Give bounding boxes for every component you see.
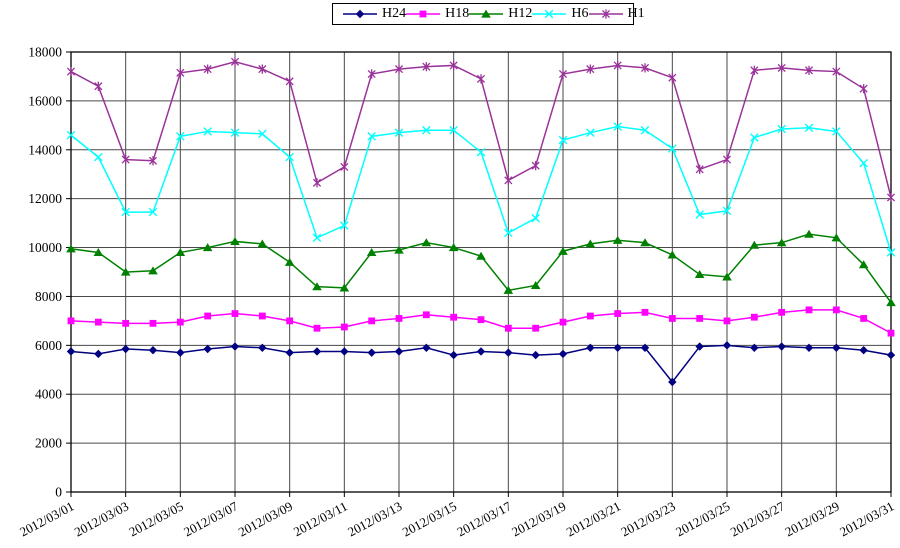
x-tick-label: 2012/03/27 [728,498,788,539]
y-tick-label: 4000 [35,387,62,402]
legend-label: H18 [445,6,470,21]
x-tick-label: 2012/03/17 [454,498,514,539]
legend-item-h24: H24 [343,7,406,21]
legend-label: H1 [627,6,645,21]
x-tick-label: 2012/03/31 [837,498,896,539]
legend-item-h18: H18 [406,7,469,21]
x-tick-label: 2012/03/09 [236,498,295,539]
x-tick-label: 2012/03/19 [509,498,568,539]
series-H24 [66,341,896,387]
series-H18 [67,306,895,337]
x-tick-label: 2012/03/29 [782,498,841,539]
series-H12 [66,229,896,307]
y-tick-label: 6000 [35,338,62,353]
legend-label: H6 [571,6,589,21]
y-tick-label: 14000 [28,142,62,157]
y-tick-label: 18000 [28,45,62,60]
y-tick-label: 10000 [28,240,62,255]
x-tick-label: 2012/03/25 [673,498,732,539]
x-tick-label: 2012/03/01 [17,498,76,539]
x-tick-label: 2012/03/13 [345,498,404,539]
legend-item-h1: H1 [588,6,645,21]
legend-marker-h12-icon [469,9,504,18]
x-tick-label: 2012/03/23 [618,498,677,539]
x-tick-label: 2012/03/07 [181,498,241,539]
y-tick-label: 16000 [28,93,62,108]
y-axis: 0 2000 4000 6000 8000 10000 12000 14000 16000 180… [28,45,71,500]
chart-legend: H24 H18 H12 H6 H1 [332,3,645,25]
y-tick-label: 8000 [35,289,62,304]
series-H1 [66,57,896,203]
y-tick-label: 0 [55,485,62,500]
x-tick-label: 2012/03/03 [72,498,131,539]
y-tick-label: 2000 [35,436,62,451]
legend-marker-h18-icon [406,10,441,18]
series-H6 [66,122,896,257]
legend-label: H12 [508,6,533,21]
legend-label: H24 [382,6,407,21]
x-tick-label: 2012/03/05 [126,498,185,539]
x-tick-label: 2012/03/21 [564,498,623,539]
gridlines [71,52,891,492]
plot-border [70,51,892,493]
x-tick-label: 2012/03/11 [291,498,350,539]
legend-marker-h6-icon [532,9,567,19]
legend-item-h6: H6 [532,6,589,21]
legend-marker-h1-icon [588,9,623,19]
x-axis: 2012/03/012012/03/032012/03/052012/03/07… [17,492,896,539]
legend-item-h12: H12 [469,7,532,21]
x-tick-label: 2012/03/15 [400,498,459,539]
y-tick-label: 12000 [28,191,62,206]
legend-marker-h24-icon [343,9,377,19]
